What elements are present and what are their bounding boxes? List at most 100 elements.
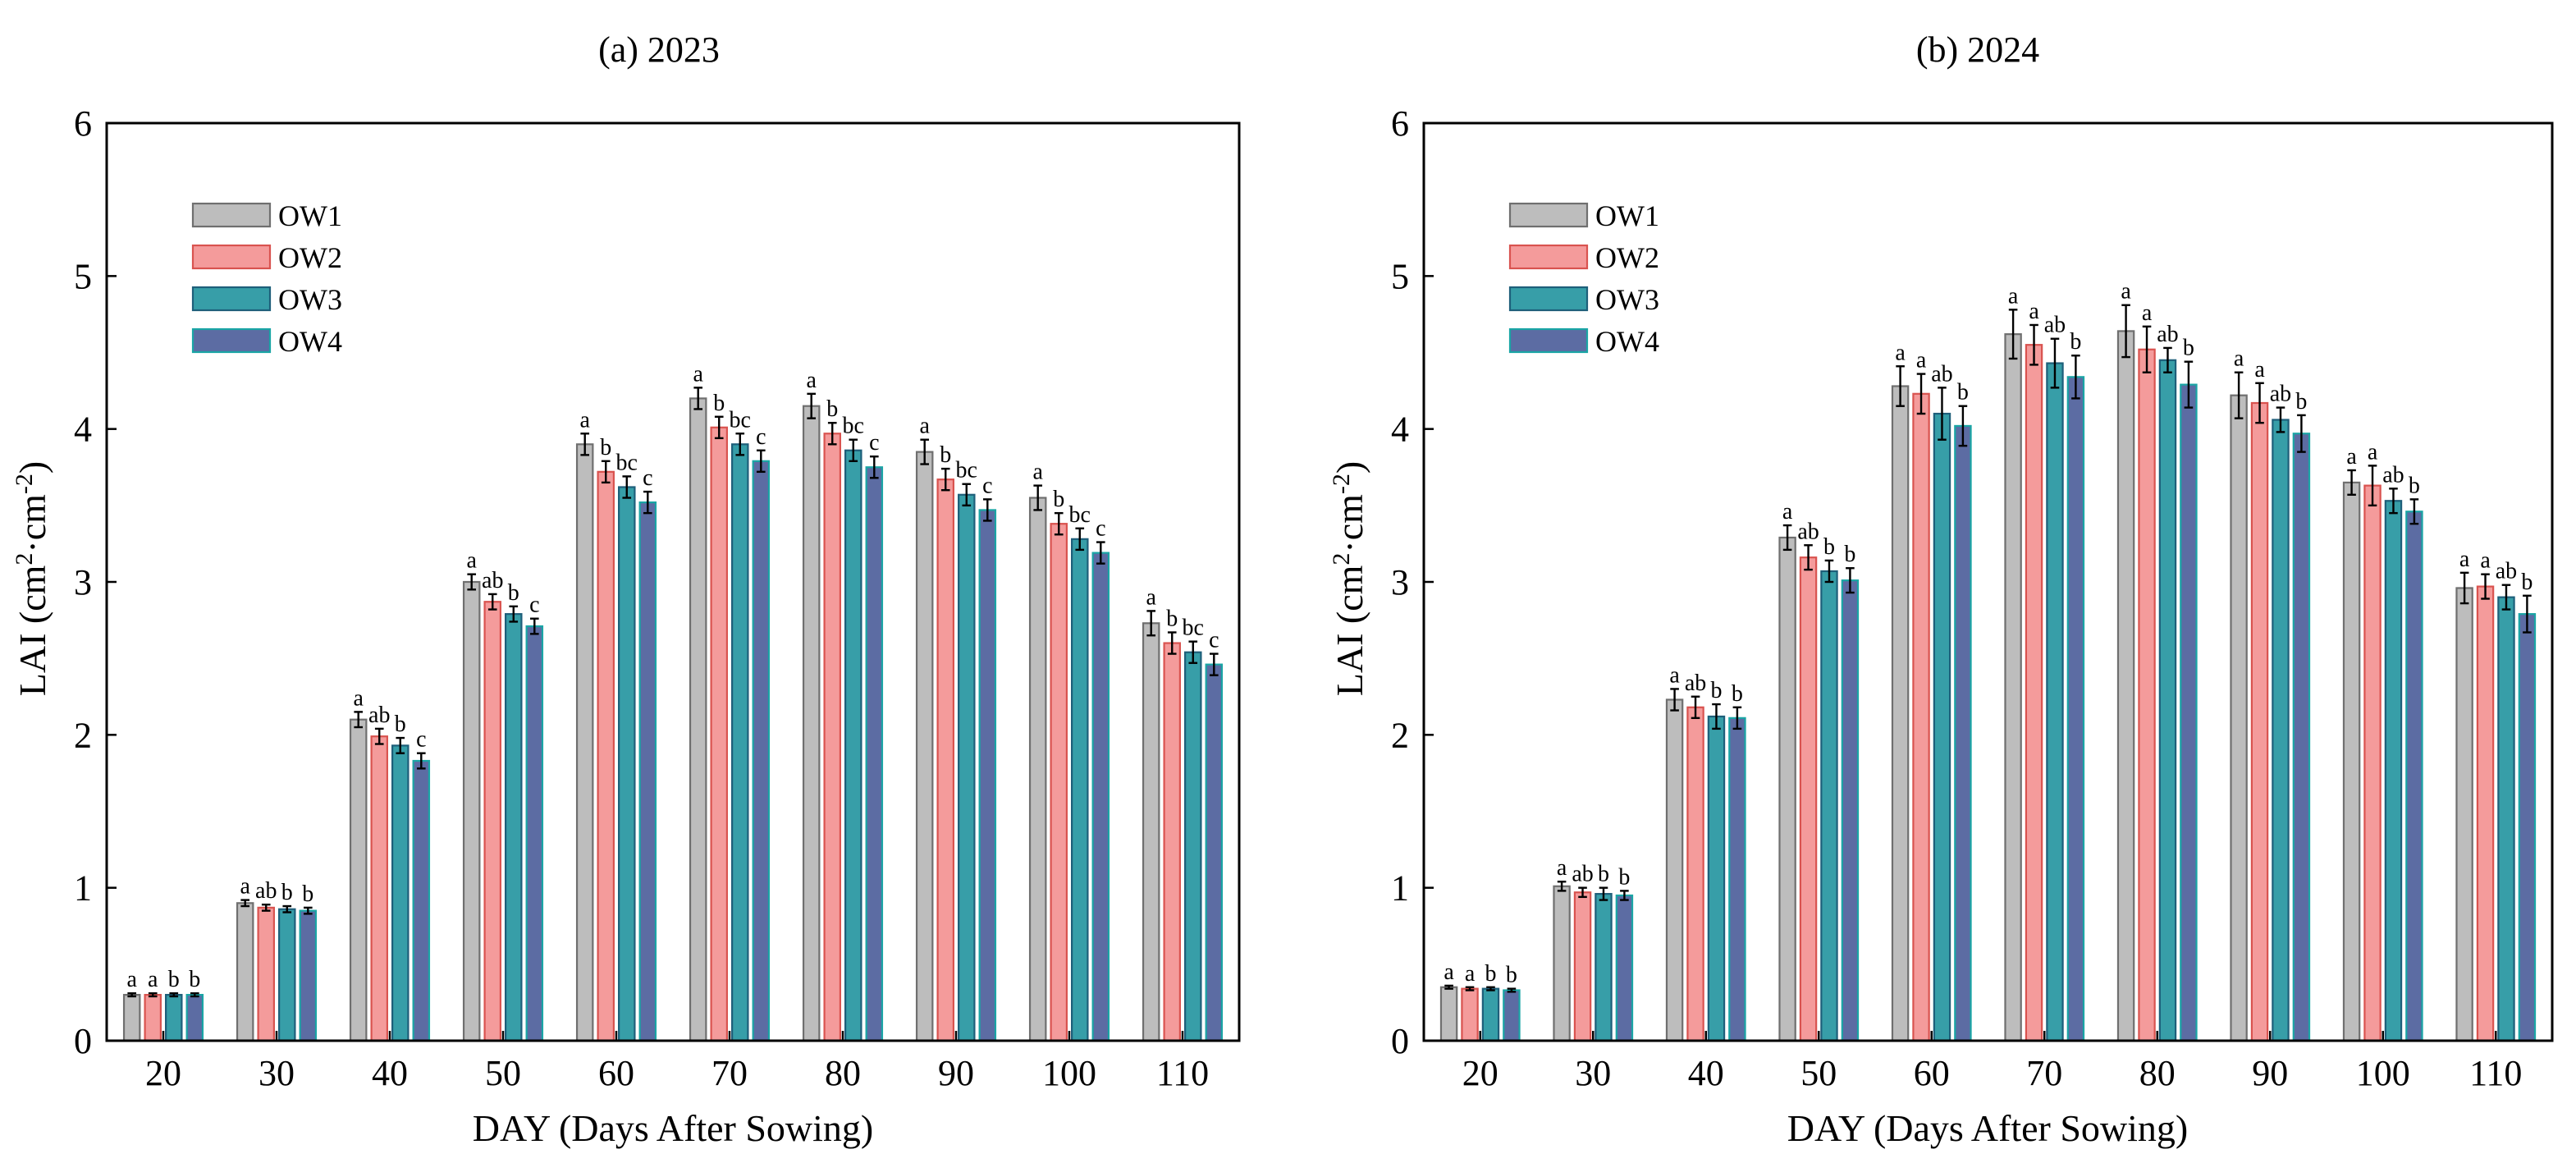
panel-b-significance-letter: ab	[1685, 671, 1706, 696]
panel-b-error-bar	[1804, 544, 1813, 571]
panel-b-significance-letter: a	[2121, 279, 2131, 304]
panel-a-bar-ow1-day-20	[122, 993, 141, 1042]
panel-a-x-axis-title: DAY (Days After Sowing)	[473, 1107, 874, 1149]
panel-a-error-bar	[467, 573, 477, 591]
panel-a-error-bar	[261, 903, 271, 912]
panel-a-significance-letter: b	[826, 396, 838, 422]
panel-a-title: (a) 2023	[598, 30, 720, 70]
panel-b-error-bar	[2276, 406, 2285, 433]
panel-b-significance-letter: b	[2295, 389, 2307, 414]
panel-b-error-bar	[2163, 346, 2172, 373]
panel-b-x-tick-label: 50	[1800, 1053, 1837, 1093]
panel-b-y-tick-label: 0	[1391, 1021, 1409, 1061]
panel-a-significance-letter: b	[189, 967, 200, 992]
panel-b-error-bar	[1712, 703, 1721, 730]
panel-a-bar-ow4-day-50	[525, 625, 544, 1042]
panel-a-significance-letter: c	[416, 727, 426, 753]
panel-b-significance-letter: b	[1957, 380, 1969, 405]
panel-a-significance-letter: bc	[1183, 616, 1204, 641]
panel-b-error-bar	[2459, 571, 2469, 605]
panel-b-y-tick-label: 6	[1391, 103, 1409, 144]
panel-b-bar-ow3-day-20	[1481, 987, 1500, 1042]
panel-a-significance-letter: b	[395, 712, 406, 737]
panel-b-error-bar	[1486, 986, 1495, 991]
panel-b-significance-letter: b	[2409, 473, 2420, 498]
panel-a-significance-letter: c	[1209, 628, 1219, 653]
panel-b-significance-letter: a	[1444, 959, 1454, 985]
panel-a-x-tick-label: 30	[259, 1053, 295, 1093]
panel-a-x-tick-label: 80	[825, 1053, 861, 1093]
panel-b-x-tick-label: 110	[2469, 1053, 2522, 1093]
panel-a-bar-ow3-day-100	[1071, 538, 1089, 1042]
panel-b-significance-letter: a	[2459, 547, 2470, 572]
panel-b-significance-letter: b	[1598, 862, 1609, 887]
panel-a-error-bar	[374, 727, 384, 745]
panel-a-error-bar	[756, 449, 766, 474]
panel-b-bar-ow4-day-110	[2518, 613, 2537, 1042]
panel-b-significance-letter: b	[1485, 961, 1496, 987]
panel-b-significance-letter: a	[1782, 499, 1793, 524]
panel-a-error-bar	[827, 422, 837, 446]
panel-b-significance-letter: b	[1823, 534, 1835, 560]
panel-b-bar-ow2-day-90	[2250, 401, 2269, 1042]
panel-b-x-tick-label: 100	[2356, 1053, 2410, 1093]
panel-b-bar-ow3-day-50	[1820, 570, 1838, 1042]
panel-b-error-bar	[2297, 414, 2306, 453]
panel-b-bar-ow2-day-30	[1573, 891, 1592, 1042]
panel-b-bar-ow1-day-40	[1665, 698, 1684, 1042]
panel-b-y-tick-label: 3	[1391, 562, 1409, 602]
panel-a-bar-ow1-day-90	[915, 451, 934, 1042]
panel-b-bar-ow1-day-20	[1439, 986, 1458, 1042]
panel-b-significance-letter: ab	[2157, 322, 2178, 347]
panel-b-significance-letter: a	[1465, 961, 1476, 987]
panel-b-y-tick-label: 2	[1391, 715, 1409, 755]
panel-b-error-bar	[1916, 373, 1926, 415]
panel-b-error-bar	[2255, 382, 2264, 424]
panel-a-error-bar	[1033, 484, 1043, 511]
panel-b-significance-letter: a	[1557, 855, 1567, 881]
panel-b-bar-ow1-day-60	[1891, 385, 1910, 1042]
panel-a-error-bar	[580, 433, 590, 456]
panel-a-significance-letter: ab	[255, 878, 277, 904]
panel-b-significance-letter: a	[2142, 300, 2153, 326]
panel-a-error-bar	[735, 433, 745, 456]
panel-a-significance-letter: c	[869, 430, 879, 456]
panel-a-bar-ow4-day-100	[1091, 552, 1110, 1042]
panel-b-bar-ow2-day-50	[1799, 556, 1818, 1042]
panel-a-significance-letter: a	[806, 368, 817, 393]
panel-a-error-bar	[190, 992, 199, 998]
panel-b-legend-label-ow4: OW4	[1595, 325, 1659, 358]
panel-b-legend-swatch-ow2	[1508, 244, 1589, 270]
panel-b-error-bar	[2121, 304, 2130, 359]
panel-b-bar-ow2-day-70	[2025, 344, 2043, 1042]
panel-b-error-bar	[2234, 371, 2244, 419]
panel-b-error-bar	[1824, 559, 1834, 584]
panel-b-x-tick-label: 30	[1575, 1053, 1611, 1093]
panel-a-x-tick-label: 90	[938, 1053, 974, 1093]
panel-a-y-tick-label: 0	[74, 1021, 92, 1061]
panel-a-significance-letter: bc	[616, 450, 638, 475]
panel-b-x-tick-label: 60	[1914, 1053, 1950, 1093]
panel-a-bar-ow4-day-30	[299, 909, 318, 1042]
panel-a-error-bar	[849, 438, 858, 462]
panel-a-significance-letter: b	[168, 967, 180, 992]
panel-b-bar-ow1-day-50	[1778, 536, 1796, 1042]
panel-b-bar-ow4-day-30	[1615, 894, 1634, 1042]
panel-a-bar-ow2-day-40	[370, 735, 388, 1042]
panel-b-x-tick-label: 80	[2139, 1053, 2176, 1093]
panel-a-x-tick-label: 110	[1156, 1053, 1209, 1093]
panel-b-error-bar	[2409, 498, 2419, 525]
panel-b-significance-letter: b	[2521, 570, 2533, 595]
panel-a-error-bar	[303, 906, 313, 915]
panel-b-legend-label-ow2: OW2	[1595, 241, 1659, 274]
panel-b-significance-letter: b	[1844, 542, 1855, 567]
panel-b-legend: OW1 OW2 OW3 OW4	[1508, 199, 1659, 358]
panel-a-bar-ow2-day-100	[1050, 523, 1068, 1042]
panel-a-y-tick-label: 4	[74, 410, 92, 450]
panel-a-significance-letter: b	[1166, 606, 1178, 631]
panel-b-error-bar	[2008, 309, 2018, 360]
panel-a-significance-letter: a	[919, 414, 930, 439]
panel-a-significance-letter: a	[148, 967, 158, 992]
panel-a-x-tick-label: 50	[485, 1053, 521, 1093]
